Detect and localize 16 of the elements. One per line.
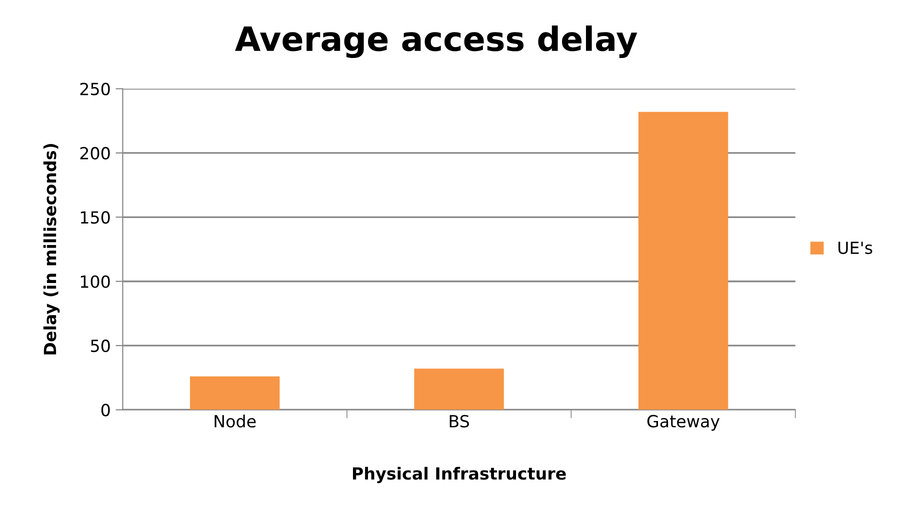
y-tick-label: 50 [90,340,110,352]
y-tick-label: 200 [80,146,110,160]
x-tick-label: BS [450,414,469,428]
y-axis-title: Delay (in milliseconds) [43,144,60,354]
x-tick-label: Gateway [647,414,720,431]
bar [190,376,280,410]
chart-title: Average access delay [235,26,638,58]
x-tick-label: Node [214,414,256,428]
y-tick-label: 150 [80,211,110,224]
bar [638,112,728,410]
y-tick-label: 0 [101,404,110,416]
bar [414,368,504,410]
y-tick-label: 100 [80,275,110,288]
x-axis-title: Physical Infrastructure [352,466,566,484]
legend-label: UE's [838,242,872,254]
y-tick-label: 250 [80,82,110,96]
